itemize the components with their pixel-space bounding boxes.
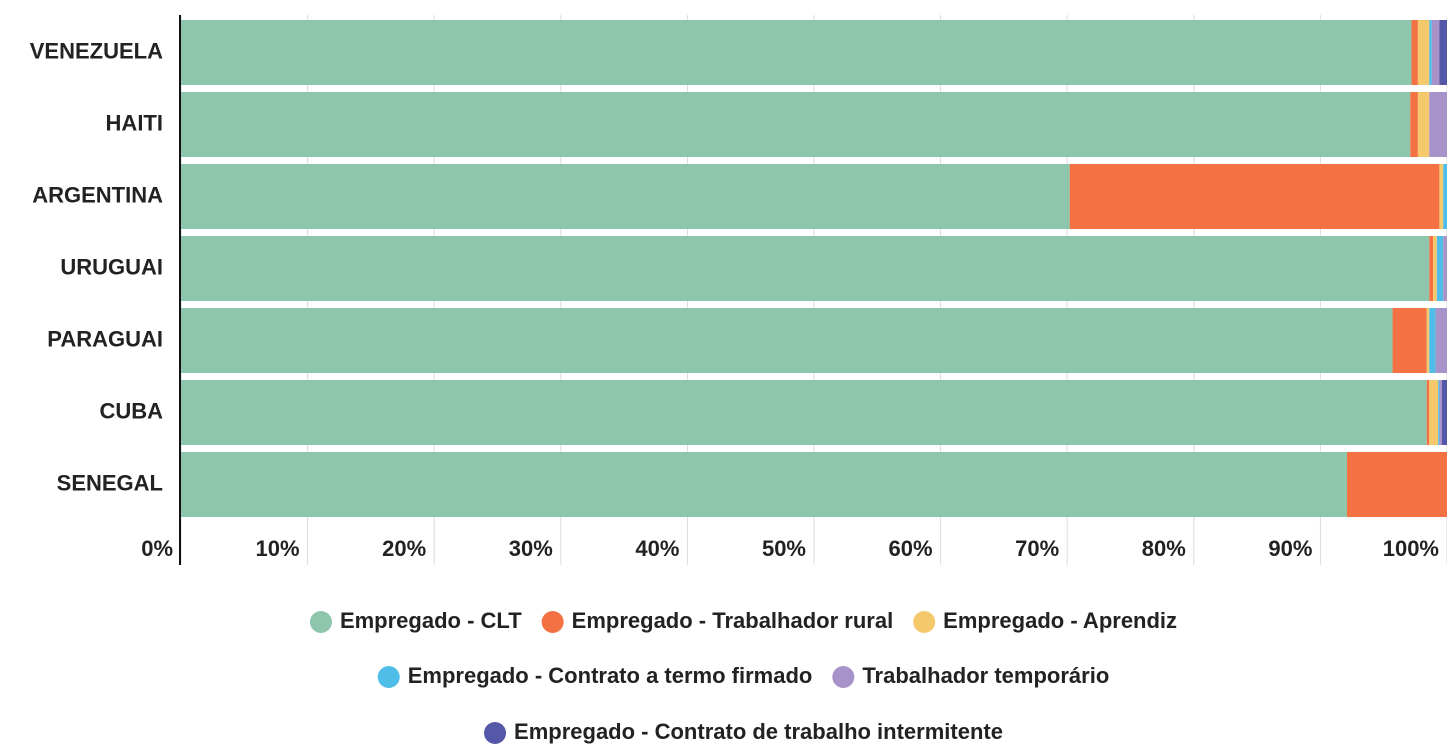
legend-label: Trabalhador temporário	[862, 663, 1109, 688]
y-tick-label: PARAGUAI	[47, 326, 163, 351]
x-tick-label: 80%	[1142, 536, 1186, 561]
bar-segment	[1439, 380, 1442, 445]
legend-swatch	[832, 666, 855, 688]
bar-segment	[181, 452, 1347, 517]
y-tick-label: ARGENTINA	[32, 182, 163, 207]
x-tick-label: 50%	[762, 536, 806, 561]
bar-segment	[1429, 308, 1436, 373]
legend-row: Empregado - Contrato de trabalho intermi…	[484, 719, 1003, 744]
x-tick-label: 100%	[1383, 536, 1439, 561]
legend-row: Empregado - CLT Empregado - Trabalhador r…	[309, 608, 1177, 633]
bar-segment	[1431, 20, 1440, 85]
y-tick-label: VENEZUELA	[30, 38, 163, 63]
bar-segment	[181, 236, 1430, 301]
bar-segment	[1441, 380, 1447, 445]
bar-segment	[181, 92, 1411, 157]
x-tick-label: 20%	[382, 536, 426, 561]
legend-swatch	[484, 722, 507, 744]
legend-swatch	[377, 666, 400, 688]
bar-segment	[1417, 20, 1430, 85]
x-tick-label: 30%	[509, 536, 553, 561]
bar-segment	[1436, 236, 1444, 301]
bar-segment	[1346, 452, 1447, 517]
bar-segment	[181, 380, 1427, 445]
bar-segment	[1426, 308, 1430, 373]
y-tick-label: URUGUAI	[60, 254, 163, 279]
legend-label: Empregado - Contrato a termo firmado	[408, 663, 813, 688]
bar-segment	[1443, 164, 1447, 229]
bar-segment	[1439, 164, 1444, 229]
bar-segment	[1438, 380, 1440, 445]
y-tick-label: SENEGAL	[57, 470, 163, 495]
bar-segment	[181, 20, 1412, 85]
y-tick-label: CUBA	[99, 398, 163, 423]
bar-segment	[1410, 92, 1418, 157]
x-tick-label: 0%	[141, 536, 173, 561]
bar-segment	[1429, 92, 1447, 157]
legend-label: Empregado - Contrato de trabalho intermi…	[514, 719, 1003, 744]
x-tick-label: 40%	[635, 536, 679, 561]
bar-segment	[1417, 92, 1430, 157]
x-tick-label: 10%	[256, 536, 300, 561]
bar-segment	[1443, 236, 1447, 301]
legend-row: Empregado - Contrato a termo firmado Trab…	[377, 663, 1109, 688]
bar-segment	[1429, 380, 1439, 445]
x-tick-label: 70%	[1015, 536, 1059, 561]
bar-segment	[181, 308, 1393, 373]
bar-segment	[1435, 308, 1447, 373]
bar-segment	[1429, 20, 1432, 85]
bar-segment	[1439, 20, 1447, 85]
y-tick-label: HAITI	[106, 110, 163, 135]
legend-swatch	[541, 611, 564, 633]
legend-swatch	[309, 611, 332, 633]
legend-swatch	[913, 611, 936, 633]
bar-segment	[1433, 236, 1437, 301]
x-tick-label: 90%	[1268, 536, 1312, 561]
x-tick-label: 60%	[889, 536, 933, 561]
bar-segment	[1392, 308, 1427, 373]
bar-segment	[1069, 164, 1440, 229]
legend-label: Empregado - CLT	[340, 608, 522, 633]
bar-segment	[181, 164, 1070, 229]
bar-segment	[1426, 380, 1430, 445]
bar-segment	[1429, 236, 1434, 301]
legend-label: Empregado - Aprendiz	[943, 608, 1177, 633]
legend-label: Empregado - Trabalhador rural	[572, 608, 894, 633]
bar-segment	[1411, 20, 1418, 85]
